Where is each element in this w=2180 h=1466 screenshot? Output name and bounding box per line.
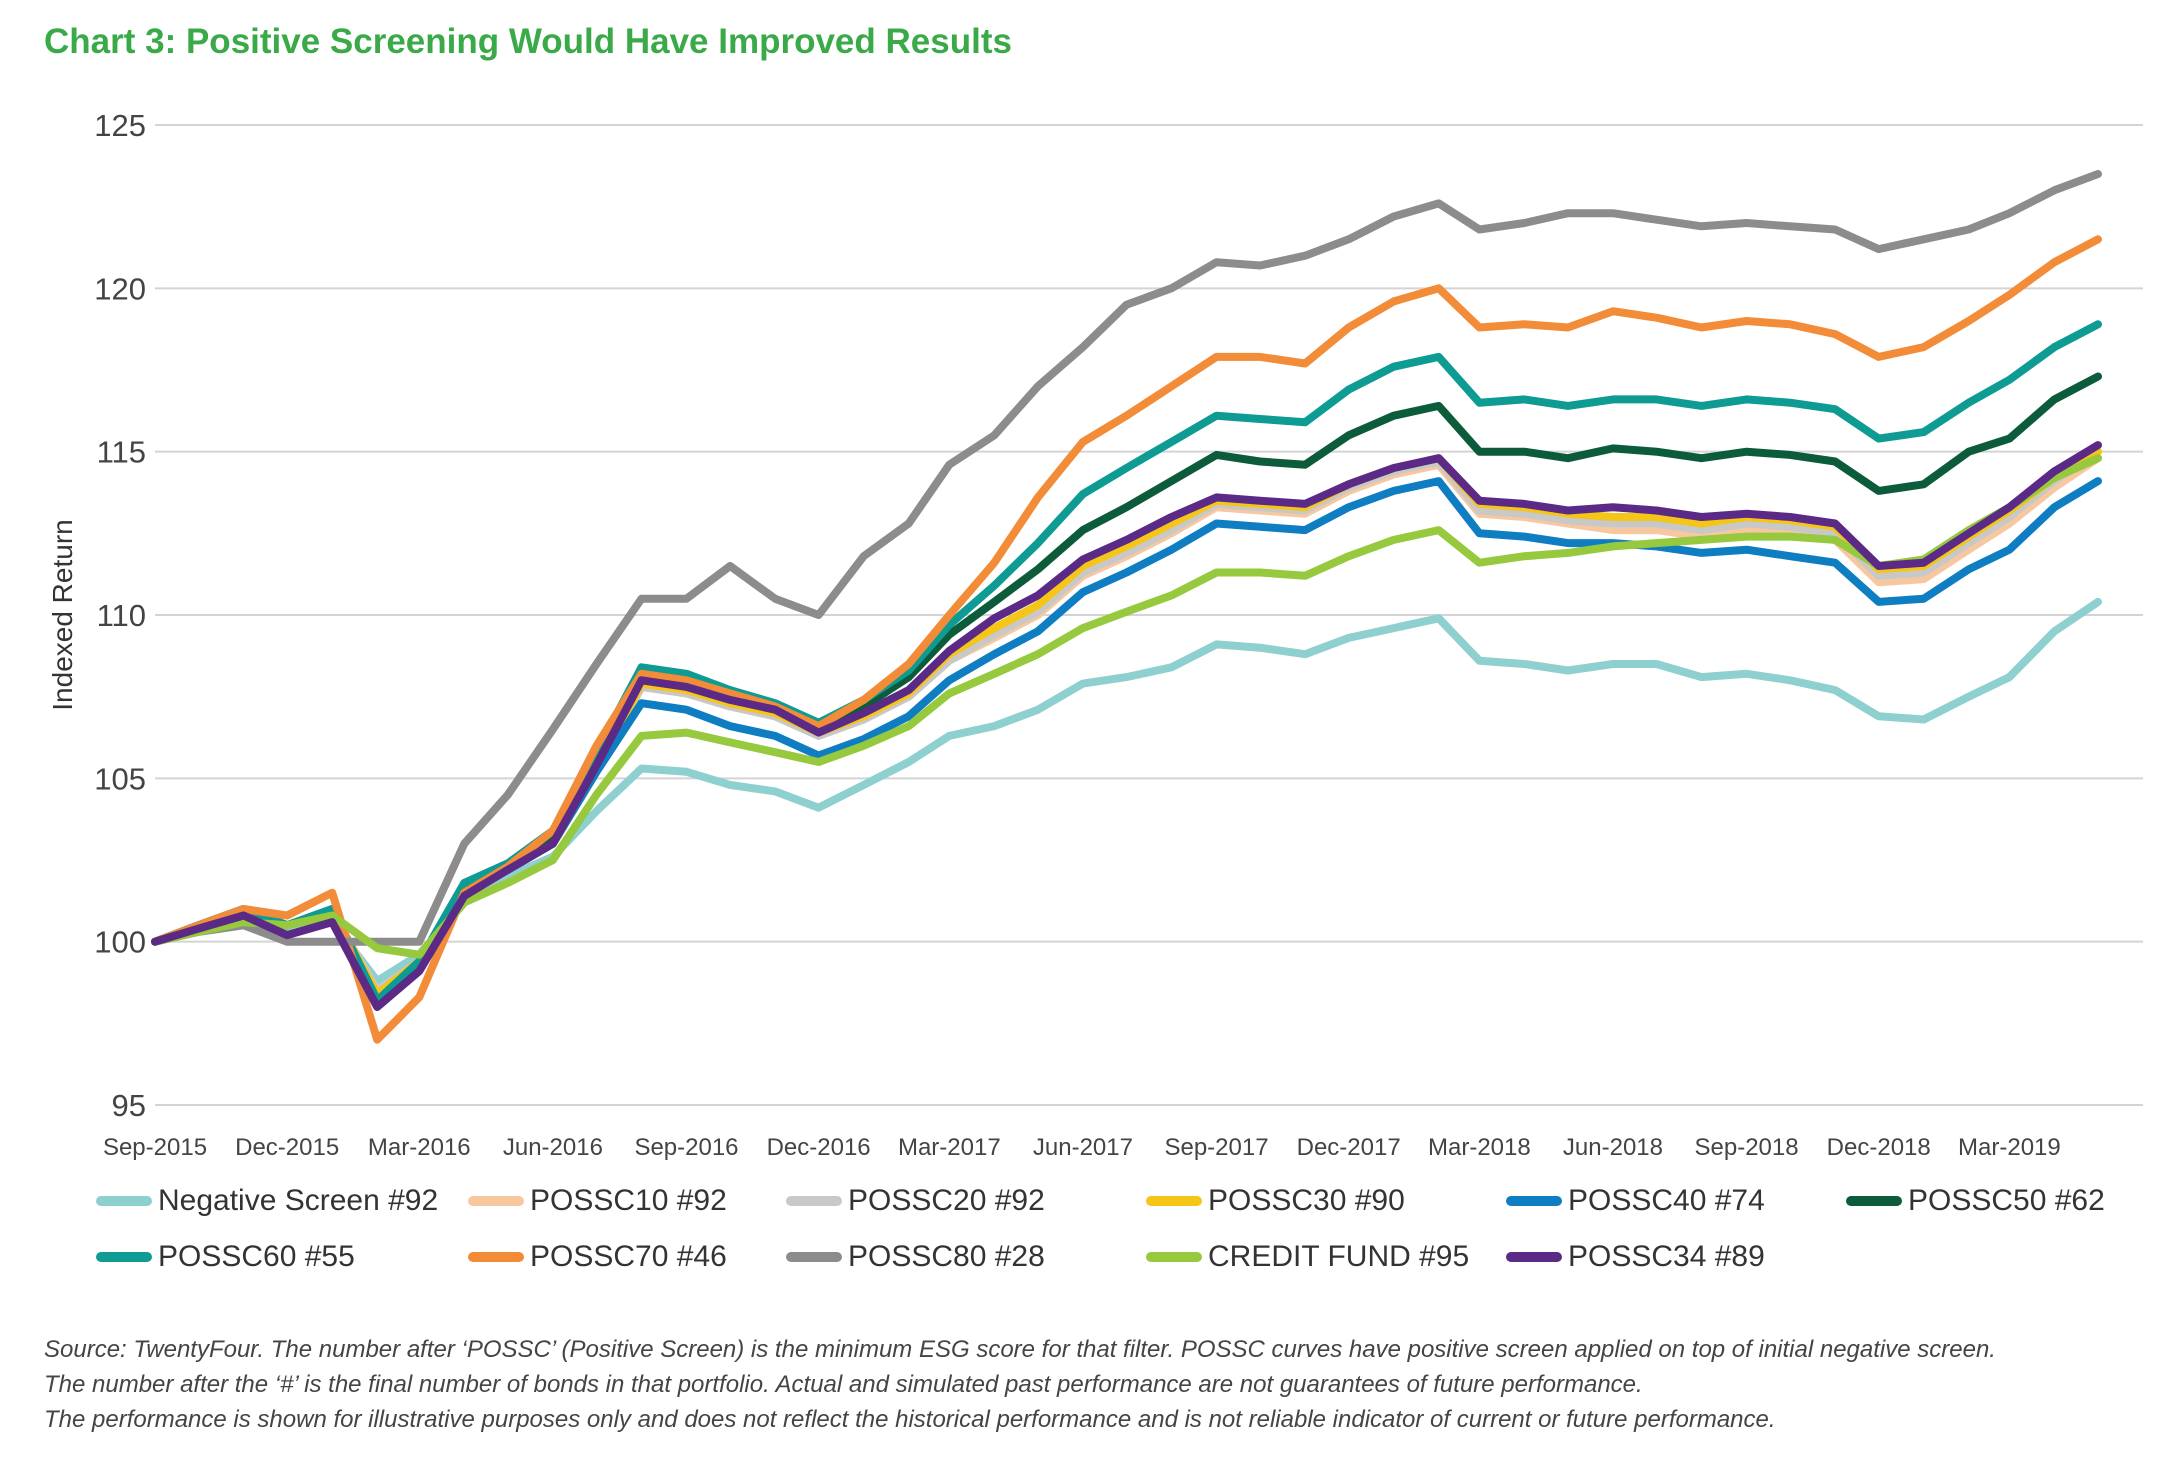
legend-label: POSSC30 #90: [1208, 1184, 1405, 1217]
chart-title: Chart 3: Positive Screening Would Have I…: [44, 22, 1012, 61]
y-tick-label: 110: [97, 598, 146, 633]
x-tick-label: Jun-2017: [1033, 1134, 1133, 1161]
legend-swatch: [1146, 1252, 1202, 1262]
gridlines: [155, 124, 2143, 1106]
x-axis-ticks: Sep-2015 Dec-2015 Mar-2016 Jun-2016 Sep-2016…: [103, 1134, 2061, 1161]
legend-swatch: [1506, 1252, 1562, 1262]
legend-item: Negative Screen #92: [96, 1176, 438, 1226]
legend-item: POSSC80 #28: [786, 1232, 1045, 1282]
legend-label: POSSC50 #62: [1908, 1184, 2105, 1217]
legend-item: CREDIT FUND #95: [1146, 1232, 1469, 1282]
legend-label: POSSC70 #46: [530, 1240, 727, 1273]
x-tick-label: Jun-2016: [503, 1134, 603, 1161]
legend-swatch: [468, 1252, 524, 1262]
series-line-10: [151, 441, 2102, 1011]
y-tick-label: 125: [94, 108, 146, 143]
legend-item: POSSC10 #92: [468, 1176, 727, 1226]
legend-swatch: [1846, 1196, 1902, 1206]
legend-item: POSSC70 #46: [468, 1232, 727, 1282]
legend-label: POSSC20 #92: [848, 1184, 1045, 1217]
y-axis-label: Indexed Return: [47, 519, 78, 710]
y-tick-label: 105: [94, 761, 146, 796]
x-tick-label: Sep-2018: [1695, 1134, 1799, 1161]
legend-label: Negative Screen #92: [158, 1184, 439, 1217]
legend-label: POSSC60 #55: [158, 1240, 355, 1273]
legend-swatch: [96, 1252, 152, 1262]
x-tick-label: Dec-2016: [767, 1134, 871, 1161]
legend-swatch: [1146, 1196, 1202, 1206]
legend-label: CREDIT FUND #95: [1208, 1240, 1470, 1273]
source-line-3: The performance is shown for illustrativ…: [44, 1406, 1776, 1433]
x-tick-label: Dec-2017: [1297, 1134, 1401, 1161]
x-tick-label: Dec-2018: [1827, 1134, 1931, 1161]
x-tick-label: Mar-2016: [368, 1134, 471, 1161]
x-tick-label: Sep-2016: [634, 1134, 738, 1161]
legend-item: POSSC60 #55: [96, 1232, 355, 1282]
x-tick-label: Mar-2019: [1958, 1134, 2061, 1161]
source-line-1: Source: TwentyFour. The number after ‘PO…: [44, 1336, 1996, 1363]
legend-item: POSSC20 #92: [786, 1176, 1045, 1226]
source-note: Source: TwentyFour. The number after ‘PO…: [44, 1332, 2154, 1437]
y-tick-label: 100: [94, 925, 146, 960]
legend-item: POSSC50 #62: [1846, 1176, 2105, 1226]
legend-swatch: [468, 1196, 524, 1206]
series-line-6: [151, 320, 2102, 1005]
x-tick-label: Dec-2015: [235, 1134, 339, 1161]
legend-item: POSSC40 #74: [1506, 1176, 1765, 1226]
legend-swatch: [786, 1196, 842, 1206]
y-tick-label: 115: [97, 435, 146, 470]
source-line-2: The number after the ‘#’ is the final nu…: [44, 1371, 1643, 1398]
y-axis-ticks: 95 100 105 110 115 120 125: [94, 108, 146, 1123]
x-tick-label: Mar-2018: [1428, 1134, 1531, 1161]
y-tick-label: 120: [94, 271, 146, 306]
legend-item: POSSC30 #90: [1146, 1176, 1405, 1226]
legend-label: POSSC34 #89: [1568, 1240, 1765, 1273]
x-tick-label: Sep-2017: [1164, 1134, 1268, 1161]
legend-swatch: [96, 1196, 152, 1206]
legend-swatch: [786, 1252, 842, 1262]
series-lines: [151, 170, 2102, 1044]
series-line-9: [151, 454, 2102, 959]
x-tick-label: Sep-2015: [103, 1134, 207, 1161]
line-chart: 95 100 105 110 115 120 125 Sep-2015 Dec-2015 Mar…: [47, 108, 2143, 1161]
x-tick-label: Jun-2018: [1563, 1134, 1663, 1161]
series-line-8: [151, 170, 2102, 946]
legend-item: POSSC34 #89: [1506, 1232, 1765, 1282]
legend-label: POSSC10 #92: [530, 1184, 727, 1217]
legend-swatch: [1506, 1196, 1562, 1206]
legend: Negative Screen #92 POSSC10 #92 POSSC20 #9…: [96, 1176, 2156, 1296]
x-tick-label: Mar-2017: [898, 1134, 1001, 1161]
y-tick-label: 95: [112, 1088, 146, 1123]
legend-label: POSSC40 #74: [1568, 1184, 1765, 1217]
legend-label: POSSC80 #28: [848, 1240, 1045, 1273]
